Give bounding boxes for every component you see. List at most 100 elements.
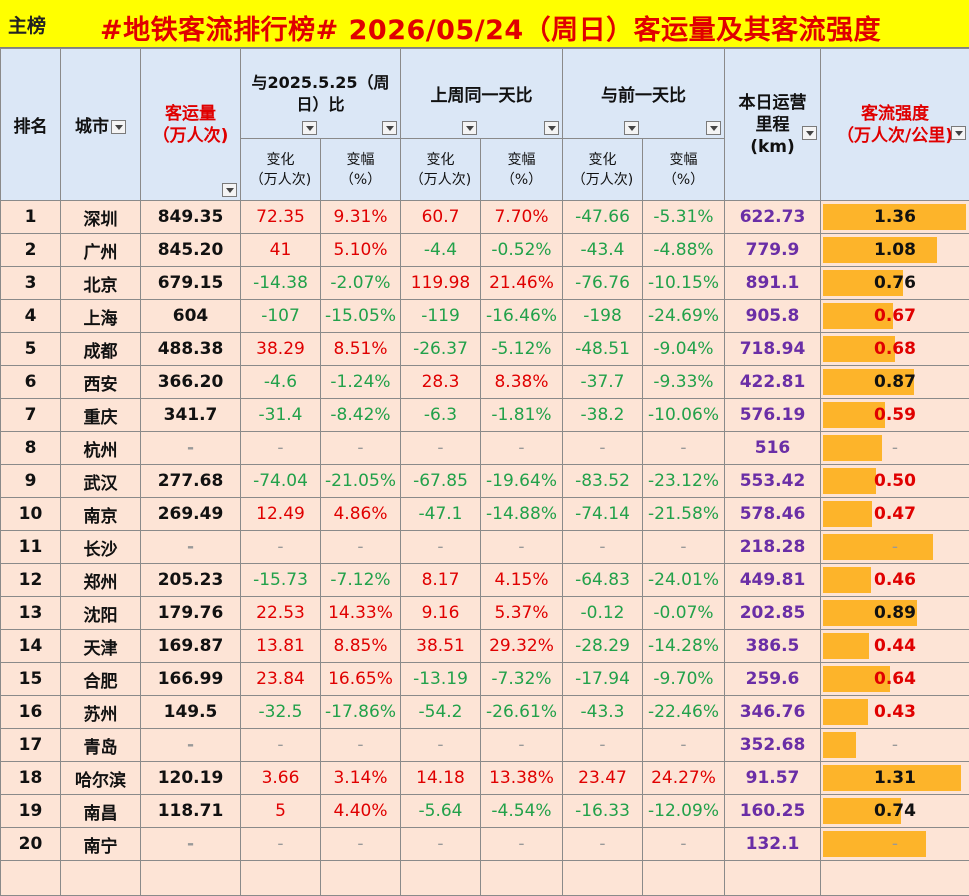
wow-pct-cell[interactable]: - bbox=[481, 531, 563, 564]
volume-cell[interactable]: - bbox=[141, 432, 241, 465]
wow-change-cell[interactable]: -119 bbox=[401, 300, 481, 333]
wow-change-cell[interactable]: 60.7 bbox=[401, 201, 481, 234]
city-cell[interactable]: 南昌 bbox=[61, 795, 141, 828]
yoy-pct-cell[interactable]: 8.51% bbox=[321, 333, 401, 366]
filter-dropdown-icon[interactable] bbox=[624, 121, 639, 135]
dod-pct-cell[interactable]: 24.27% bbox=[643, 762, 725, 795]
wow-pct-cell[interactable]: - bbox=[481, 432, 563, 465]
filter-dropdown-icon[interactable] bbox=[222, 183, 237, 197]
yoy-pct-cell[interactable]: -1.24% bbox=[321, 366, 401, 399]
mileage-cell[interactable]: 386.5 bbox=[725, 630, 821, 663]
yoy-change-cell[interactable]: - bbox=[241, 432, 321, 465]
city-cell[interactable]: 长沙 bbox=[61, 531, 141, 564]
wow-pct-cell[interactable]: -14.88% bbox=[481, 498, 563, 531]
mileage-cell[interactable]: 160.25 bbox=[725, 795, 821, 828]
filter-dropdown-icon[interactable] bbox=[111, 120, 126, 134]
wow-pct-cell[interactable]: 13.38% bbox=[481, 762, 563, 795]
wow-change-cell[interactable]: -67.85 bbox=[401, 465, 481, 498]
yoy-pct-cell[interactable]: 4.86% bbox=[321, 498, 401, 531]
city-cell[interactable]: 合肥 bbox=[61, 663, 141, 696]
mileage-cell[interactable]: 553.42 bbox=[725, 465, 821, 498]
wow-change-cell[interactable]: - bbox=[401, 432, 481, 465]
volume-cell[interactable]: - bbox=[141, 828, 241, 861]
dod-change-cell[interactable]: -0.12 bbox=[563, 597, 643, 630]
yoy-pct-cell[interactable]: -15.05% bbox=[321, 300, 401, 333]
empty-cell[interactable] bbox=[241, 861, 321, 896]
volume-cell[interactable]: 166.99 bbox=[141, 663, 241, 696]
mileage-cell[interactable]: 218.28 bbox=[725, 531, 821, 564]
yoy-change-cell[interactable]: - bbox=[241, 729, 321, 762]
yoy-pct-cell[interactable]: 4.40% bbox=[321, 795, 401, 828]
yoy-change-cell[interactable]: 5 bbox=[241, 795, 321, 828]
mileage-cell[interactable]: 259.6 bbox=[725, 663, 821, 696]
wow-change-cell[interactable]: 8.17 bbox=[401, 564, 481, 597]
wow-change-cell[interactable]: - bbox=[401, 828, 481, 861]
intensity-cell[interactable]: 0.59 bbox=[821, 399, 969, 432]
intensity-cell[interactable]: - bbox=[821, 531, 969, 564]
wow-change-cell[interactable]: -47.1 bbox=[401, 498, 481, 531]
mileage-cell[interactable]: 622.73 bbox=[725, 201, 821, 234]
dod-pct-cell[interactable]: -4.88% bbox=[643, 234, 725, 267]
dod-pct-cell[interactable]: -24.69% bbox=[643, 300, 725, 333]
dod-change-cell[interactable]: -198 bbox=[563, 300, 643, 333]
mileage-cell[interactable]: 91.57 bbox=[725, 762, 821, 795]
city-cell[interactable]: 郑州 bbox=[61, 564, 141, 597]
rank-cell[interactable]: 16 bbox=[1, 696, 61, 729]
city-cell[interactable]: 沈阳 bbox=[61, 597, 141, 630]
dod-change-cell[interactable]: -17.94 bbox=[563, 663, 643, 696]
rank-cell[interactable]: 15 bbox=[1, 663, 61, 696]
yoy-change-cell[interactable]: 3.66 bbox=[241, 762, 321, 795]
dod-change-cell[interactable]: -48.51 bbox=[563, 333, 643, 366]
dod-pct-cell[interactable]: -14.28% bbox=[643, 630, 725, 663]
rank-cell[interactable]: 3 bbox=[1, 267, 61, 300]
city-cell[interactable]: 苏州 bbox=[61, 696, 141, 729]
volume-cell[interactable]: 341.7 bbox=[141, 399, 241, 432]
wow-change-cell[interactable]: -26.37 bbox=[401, 333, 481, 366]
empty-cell[interactable] bbox=[563, 861, 643, 896]
wow-pct-cell[interactable]: -0.52% bbox=[481, 234, 563, 267]
rank-cell[interactable]: 9 bbox=[1, 465, 61, 498]
intensity-cell[interactable]: 0.50 bbox=[821, 465, 969, 498]
wow-pct-cell[interactable]: -19.64% bbox=[481, 465, 563, 498]
wow-change-cell[interactable]: 119.98 bbox=[401, 267, 481, 300]
dod-pct-cell[interactable]: -9.04% bbox=[643, 333, 725, 366]
mileage-cell[interactable]: 202.85 bbox=[725, 597, 821, 630]
yoy-change-cell[interactable]: - bbox=[241, 828, 321, 861]
volume-cell[interactable]: 845.20 bbox=[141, 234, 241, 267]
volume-cell[interactable]: 604 bbox=[141, 300, 241, 333]
mileage-cell[interactable]: 449.81 bbox=[725, 564, 821, 597]
volume-cell[interactable]: 179.76 bbox=[141, 597, 241, 630]
intensity-cell[interactable]: 1.36 bbox=[821, 201, 969, 234]
filter-dropdown-icon[interactable] bbox=[462, 121, 477, 135]
wow-change-cell[interactable]: -54.2 bbox=[401, 696, 481, 729]
empty-cell[interactable] bbox=[401, 861, 481, 896]
city-cell[interactable]: 北京 bbox=[61, 267, 141, 300]
yoy-pct-cell[interactable]: -8.42% bbox=[321, 399, 401, 432]
city-cell[interactable]: 青岛 bbox=[61, 729, 141, 762]
intensity-cell[interactable]: 0.76 bbox=[821, 267, 969, 300]
yoy-change-cell[interactable]: -14.38 bbox=[241, 267, 321, 300]
intensity-cell[interactable]: 0.89 bbox=[821, 597, 969, 630]
mileage-cell[interactable]: 779.9 bbox=[725, 234, 821, 267]
city-cell[interactable]: 上海 bbox=[61, 300, 141, 333]
dod-change-cell[interactable]: -76.76 bbox=[563, 267, 643, 300]
filter-dropdown-icon[interactable] bbox=[302, 121, 317, 135]
rank-cell[interactable]: 10 bbox=[1, 498, 61, 531]
empty-cell[interactable] bbox=[1, 861, 61, 896]
intensity-cell[interactable]: 0.68 bbox=[821, 333, 969, 366]
wow-pct-cell[interactable]: -5.12% bbox=[481, 333, 563, 366]
volume-cell[interactable]: - bbox=[141, 531, 241, 564]
wow-pct-cell[interactable]: -16.46% bbox=[481, 300, 563, 333]
dod-pct-cell[interactable]: -9.33% bbox=[643, 366, 725, 399]
yoy-change-cell[interactable]: 22.53 bbox=[241, 597, 321, 630]
volume-cell[interactable]: - bbox=[141, 729, 241, 762]
volume-cell[interactable]: 169.87 bbox=[141, 630, 241, 663]
yoy-pct-cell[interactable]: - bbox=[321, 729, 401, 762]
empty-cell[interactable] bbox=[321, 861, 401, 896]
volume-cell[interactable]: 849.35 bbox=[141, 201, 241, 234]
mileage-cell[interactable]: 905.8 bbox=[725, 300, 821, 333]
intensity-cell[interactable]: 0.46 bbox=[821, 564, 969, 597]
dod-pct-cell[interactable]: -12.09% bbox=[643, 795, 725, 828]
yoy-pct-cell[interactable]: 14.33% bbox=[321, 597, 401, 630]
rank-cell[interactable]: 7 bbox=[1, 399, 61, 432]
